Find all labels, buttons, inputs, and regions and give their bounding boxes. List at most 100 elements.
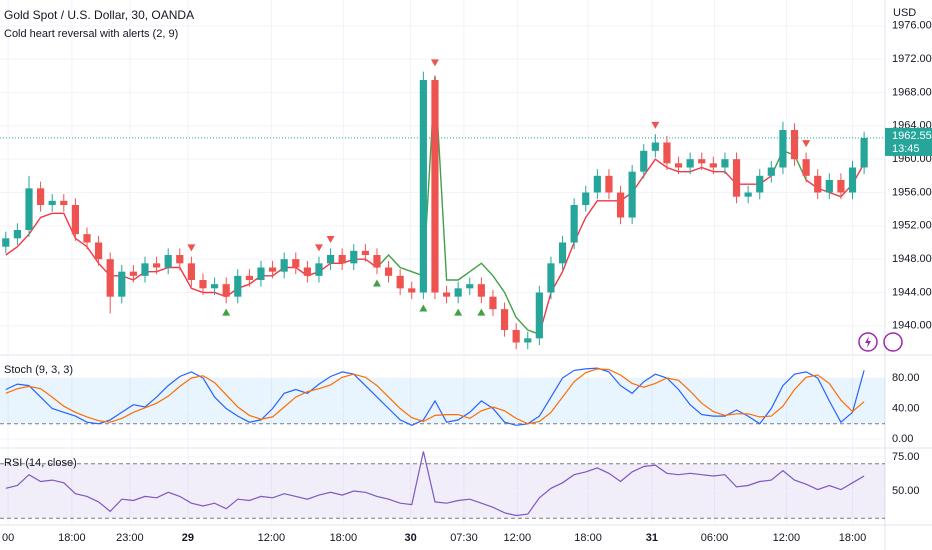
candle-body <box>384 267 393 276</box>
candle-body <box>605 175 613 193</box>
indicator-line <box>5 367 865 426</box>
x-tick-label: 12:00 <box>504 532 532 544</box>
candle-body <box>814 175 822 193</box>
currency-label: USD <box>893 7 916 19</box>
sell-signal <box>430 59 439 67</box>
candle-body <box>408 288 416 293</box>
sell-signal <box>326 236 335 243</box>
candle-body <box>60 200 68 205</box>
y-tick-label: 1976.000 <box>892 20 932 32</box>
candle-body <box>477 284 485 297</box>
indicator-line <box>5 368 865 425</box>
candle-body <box>570 205 578 243</box>
candle-body <box>848 167 857 193</box>
candle-body <box>94 242 103 260</box>
x-tick-label: 29 <box>182 532 194 544</box>
candle-body <box>860 137 868 168</box>
x-tick-label: 07:30 <box>450 532 478 544</box>
alert-icon-bolt[interactable] <box>865 336 871 348</box>
candle-body <box>257 267 265 280</box>
candle-body <box>141 263 149 276</box>
candle-body <box>350 250 358 264</box>
candle-body <box>790 130 799 160</box>
candle-body <box>129 271 137 276</box>
chart-title: Gold Spot / U.S. Dollar, 30, OANDA <box>4 8 194 22</box>
flag-icon[interactable] <box>883 332 903 352</box>
candle-body <box>268 267 277 272</box>
y-tick-label: 40.00 <box>892 402 920 414</box>
y-tick-label: 75.00 <box>892 451 920 463</box>
last-price-label: 1962.550 <box>892 130 932 142</box>
y-tick-label: 1972.000 <box>892 53 932 65</box>
x-tick-label: 30 <box>404 532 416 544</box>
candle-body <box>37 188 45 205</box>
candle-body <box>779 130 787 168</box>
candle-body <box>152 263 161 268</box>
candle-body <box>2 238 10 247</box>
candle-body <box>118 271 126 297</box>
last-price-box <box>885 127 932 156</box>
indicator-line <box>5 451 865 517</box>
sell-signal <box>651 121 660 129</box>
candle-body <box>431 80 439 293</box>
sell-signal <box>314 244 323 252</box>
candle-body <box>489 296 497 310</box>
candle-body <box>512 330 520 343</box>
candle-body <box>732 159 741 197</box>
candle-body <box>25 188 33 230</box>
alert-icon[interactable] <box>858 332 878 352</box>
candle-body <box>535 292 543 339</box>
y-tick-label: 80.00 <box>892 372 920 384</box>
x-tick-label: 18:00 <box>58 532 86 544</box>
y-tick-label: 1948.000 <box>892 253 932 265</box>
candle-body <box>280 259 288 272</box>
candle-body <box>744 192 752 197</box>
sell-signal <box>802 140 811 148</box>
candle-body <box>663 142 671 164</box>
y-tick-label: 1960.000 <box>892 153 932 165</box>
candle-body <box>315 263 323 276</box>
candle-body <box>593 175 601 193</box>
candle-body <box>500 309 509 330</box>
x-tick-label: 00 <box>2 532 14 544</box>
sell-signal <box>187 244 196 252</box>
trail-line <box>376 75 807 335</box>
candle-body <box>164 255 172 268</box>
candle-body <box>547 263 555 293</box>
candle-body <box>338 255 346 264</box>
candle-body <box>756 175 764 193</box>
y-tick-label: 0.00 <box>892 433 913 445</box>
x-tick-label: 12:00 <box>773 532 801 544</box>
candle-body <box>419 80 427 293</box>
candle-body <box>199 280 207 289</box>
candle-body <box>767 167 775 176</box>
candle-body <box>651 142 659 151</box>
candle-body <box>222 284 230 297</box>
candle-body <box>837 180 845 193</box>
candle-body <box>721 159 729 168</box>
candle-body <box>187 263 195 280</box>
candle-body <box>48 200 56 205</box>
y-tick-label: 50.00 <box>892 485 920 497</box>
candle-body <box>582 192 590 205</box>
candle-body <box>234 275 242 297</box>
candle-body <box>674 163 683 168</box>
candle-body <box>616 192 625 218</box>
candle-body <box>13 230 21 239</box>
buy-signal <box>419 304 428 312</box>
candle-body <box>825 180 833 193</box>
x-tick-label: 31 <box>646 532 658 544</box>
y-tick-label: 1952.000 <box>892 220 932 232</box>
band-fill <box>0 378 885 424</box>
x-tick-label: 18:00 <box>330 532 358 544</box>
candle-body <box>640 150 648 172</box>
y-tick-label: 1940.000 <box>892 320 932 332</box>
y-tick-label: 1968.000 <box>892 86 932 98</box>
candle-body <box>442 292 451 297</box>
candle-body <box>709 163 717 168</box>
candle-body <box>83 234 91 243</box>
countdown-label: 13:45 <box>892 143 920 155</box>
